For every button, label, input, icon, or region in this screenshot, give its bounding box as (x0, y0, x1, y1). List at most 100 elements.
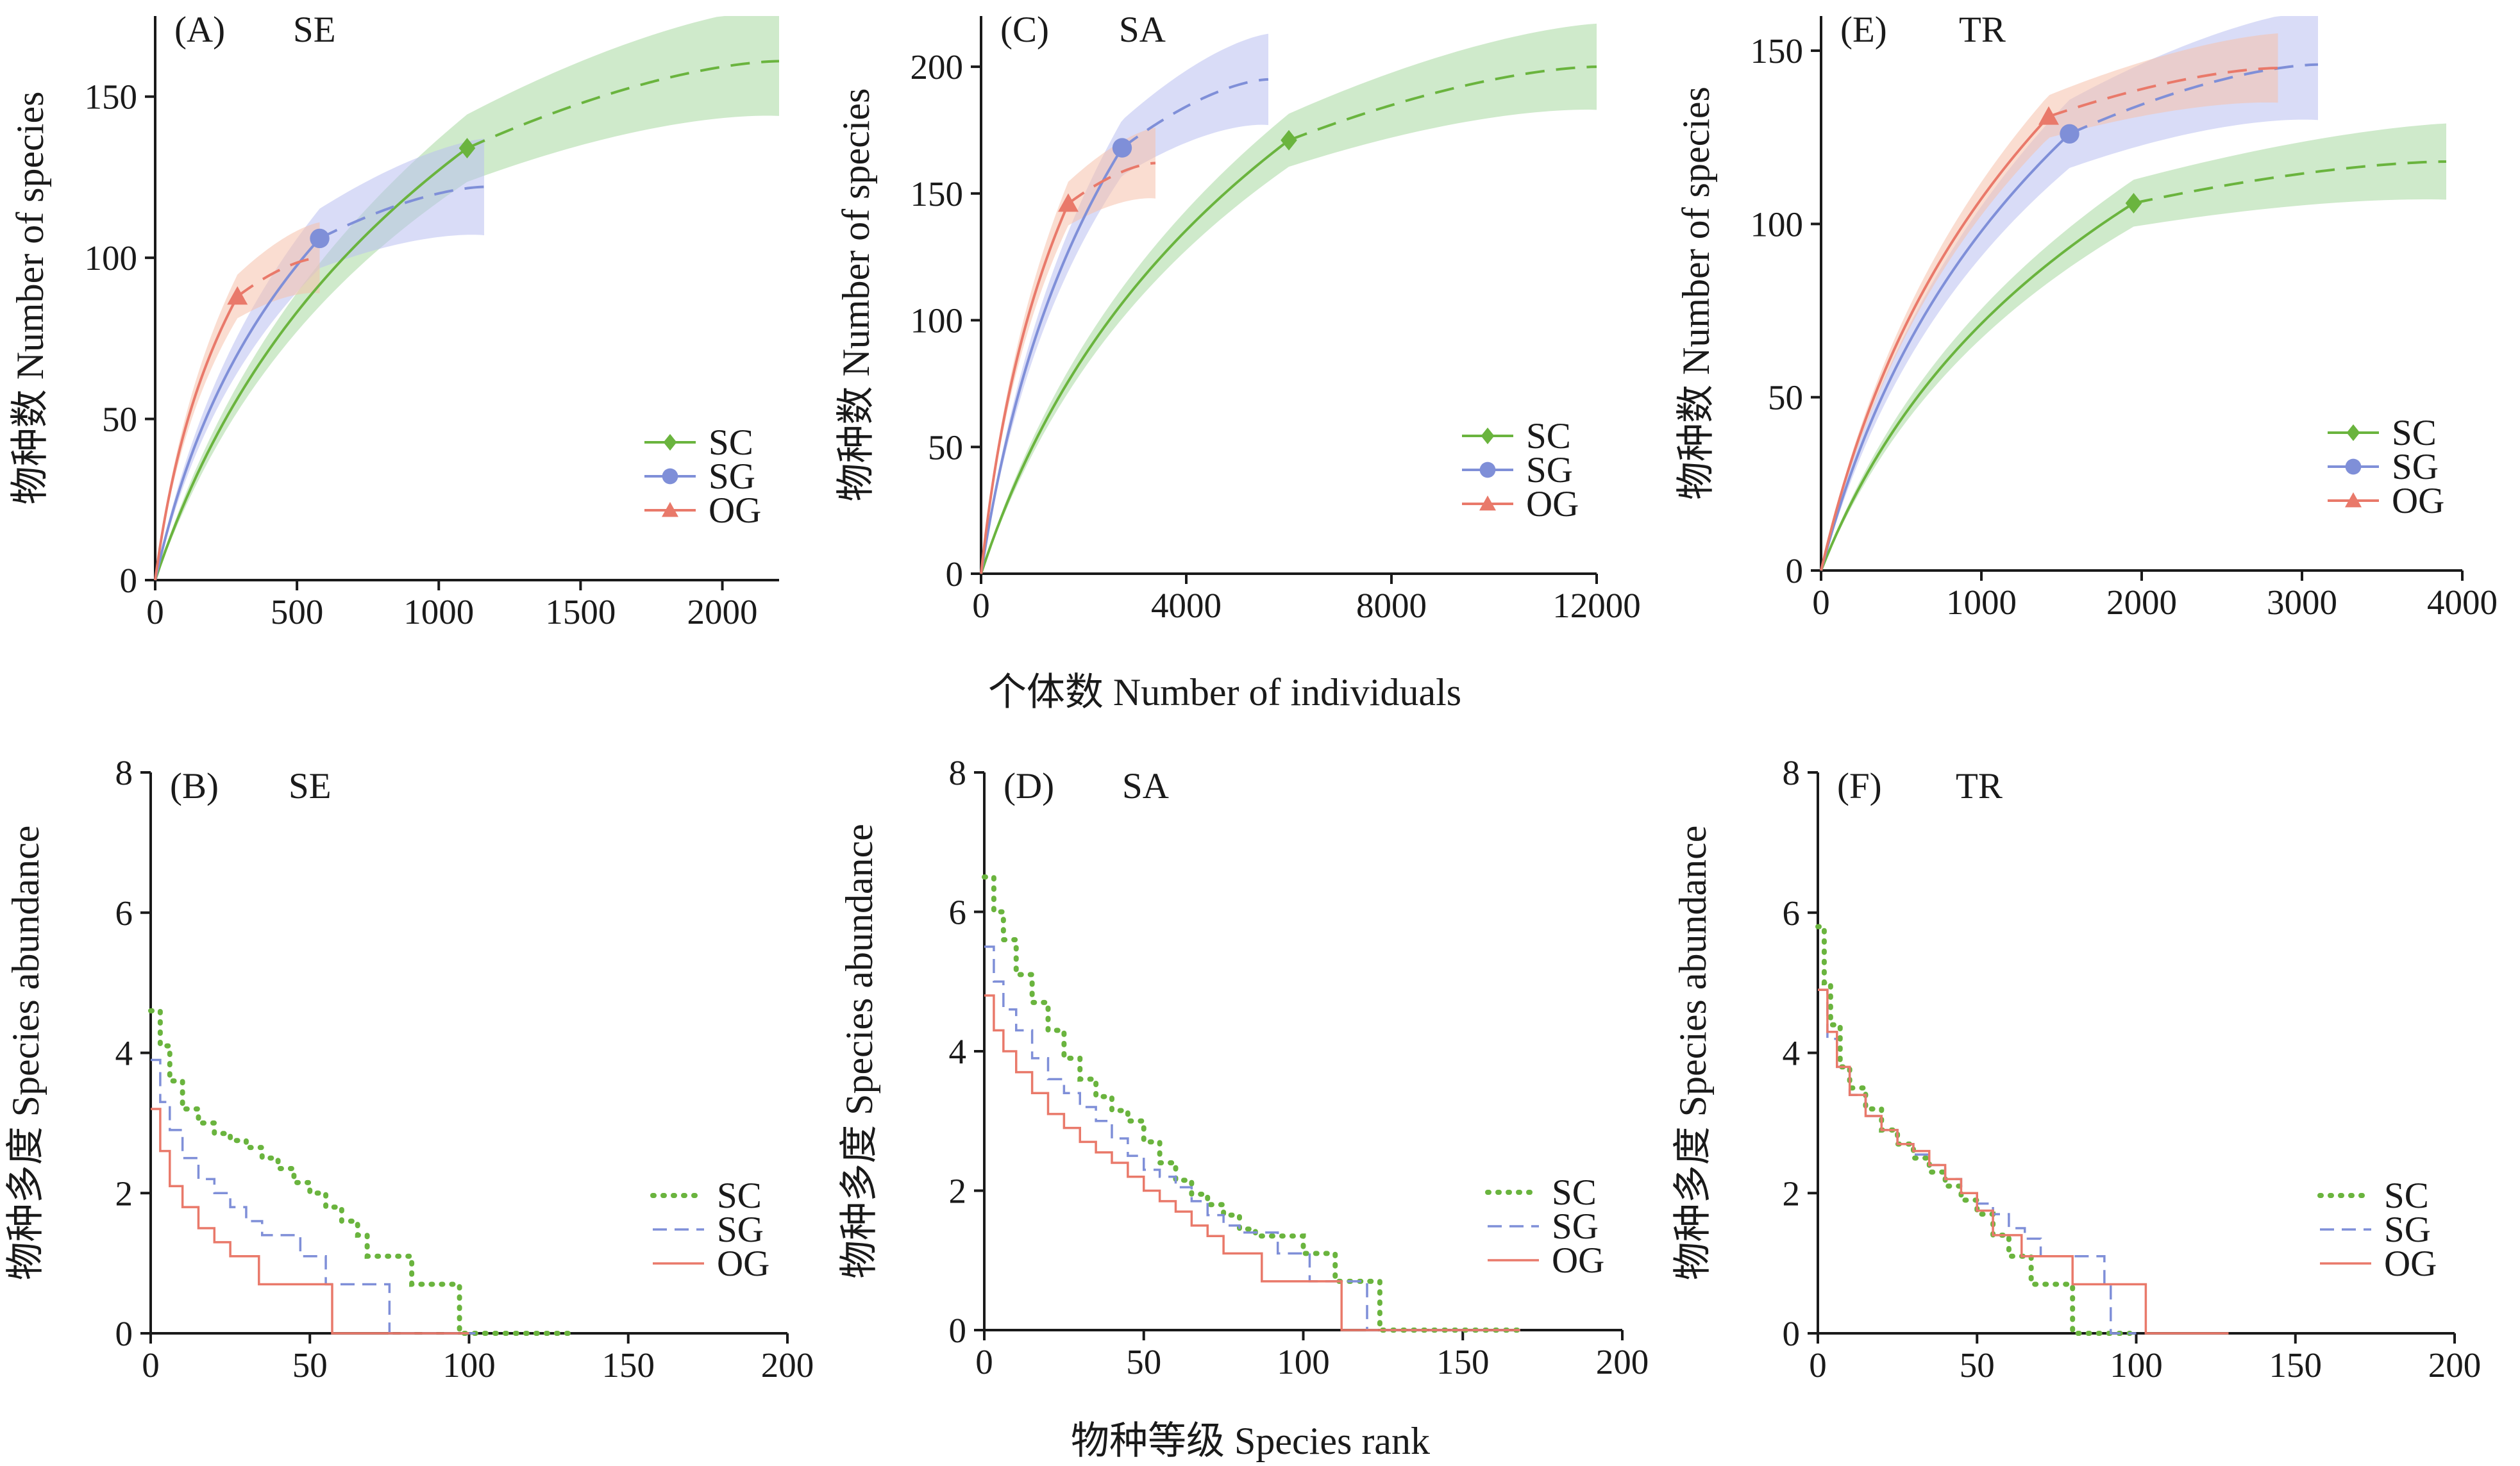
legend-label-sg: SG (1552, 1206, 1599, 1247)
y-tick-label: 0 (115, 1314, 133, 1353)
abundance-curve-sc (982, 874, 1523, 1333)
rarefaction-line-sc (1820, 202, 2135, 571)
abundance-curve-sg (151, 1058, 476, 1335)
extrapolation-line-og (1067, 162, 1156, 205)
panel-label: (F) (1837, 766, 1882, 806)
x-tick-label: 100 (1277, 1342, 1330, 1381)
legend-label-sg: SG (1526, 450, 1573, 490)
site-label: SE (289, 766, 332, 806)
x-tick-label: 150 (2269, 1345, 2323, 1385)
y-tick-label: 2 (1783, 1174, 1801, 1213)
x-tick-label: 200 (1596, 1342, 1649, 1381)
y-tick-label: 8 (1783, 753, 1801, 792)
panel-label: (B) (170, 766, 219, 806)
legend-item-sc: SC (1462, 416, 1571, 456)
legend-label-sc: SC (1526, 416, 1571, 456)
plot-area (1815, 924, 2229, 1336)
abundance-curve-sg (984, 945, 1520, 1331)
rarefaction-line-sc (154, 147, 468, 581)
y-axis-title: 物种多度 Species abundance (1672, 826, 1714, 1281)
x-tick-label: 2000 (687, 592, 758, 631)
panel-f: 0 50 100 150 200 0 2 4 6 8 物种多度 Species abundance (… (1672, 753, 2481, 1385)
y-tick-label: 2 (115, 1174, 133, 1213)
extrapolation-line-sc (1288, 65, 1597, 142)
x-tick-label: 1000 (1946, 583, 2017, 622)
x-tick-label: 12000 (1552, 586, 1641, 625)
y-tick-label: 8 (115, 753, 133, 792)
rarefaction-line-sg (154, 237, 321, 581)
x-tick-label: 8000 (1356, 586, 1427, 625)
legend-item-sg: SG (1462, 450, 1573, 490)
y-tick-label: 100 (911, 301, 964, 340)
confidence-band-og (981, 128, 1155, 574)
y-tick-label: 50 (102, 400, 137, 439)
legend-marker-og (662, 502, 678, 517)
y-tick-label: 4 (949, 1032, 967, 1071)
panel-c: 0 4000 8000 12000 0 50 100 150 200 物种数 Number of … (835, 10, 1641, 625)
abundance-curve-sc (148, 1008, 574, 1336)
x-tick-label: 100 (2110, 1345, 2163, 1385)
legend-label-og: OG (1552, 1240, 1604, 1281)
observed-point-og (1058, 193, 1079, 212)
confidence-band-sc (981, 23, 1597, 574)
legend-label-sc: SC (717, 1176, 762, 1216)
y-axis-title: 物种多度 Species abundance (4, 826, 47, 1281)
legend-item-og: OG (1488, 1240, 1604, 1281)
shared-xaxis-title-top: 个体数 Number of individuals (988, 671, 1461, 713)
legend-item-og: OG (653, 1244, 769, 1284)
legend-item-sc: SC (2317, 1176, 2429, 1216)
panel-e: 0 1000 2000 3000 4000 0 50 100 150 物种数 Number of … (1675, 10, 2498, 622)
x-tick-label: 200 (761, 1345, 814, 1385)
rarefaction-line-og (980, 203, 1070, 574)
legend-label-sg: SG (2384, 1210, 2431, 1250)
legend-item-og: OG (1462, 484, 1579, 524)
abundance-curve-og (984, 994, 1520, 1331)
y-axis-title: 物种多度 Species abundance (838, 824, 880, 1279)
observed-point-og (2038, 106, 2059, 125)
y-tick-label: 50 (1768, 378, 1803, 417)
y-tick-label: 150 (911, 174, 964, 213)
axis-lines (149, 772, 787, 1335)
legend-label-og: OG (709, 490, 761, 531)
x-tick-label: 0 (146, 592, 164, 631)
y-axis-title: 物种数 Number of species (9, 92, 51, 505)
x-tick-label: 1000 (403, 592, 474, 631)
legend-marker-sc (663, 434, 677, 451)
legend-item-sg: SG (644, 456, 755, 497)
y-tick-label: 100 (85, 238, 138, 278)
rarefaction-line-sc (980, 139, 1290, 574)
y-tick-label: 6 (949, 893, 967, 932)
panel-label: (D) (1004, 766, 1054, 806)
panel-d: 0 50 100 150 200 0 2 4 6 8 物种多度 Species abundance (… (838, 753, 1649, 1381)
legend-label-sc: SC (2392, 413, 2437, 453)
legend-marker-sg (1479, 462, 1496, 478)
legend-marker-og (1479, 496, 1496, 511)
x-tick-label: 0 (142, 1345, 160, 1385)
y-tick-label: 8 (949, 753, 967, 792)
y-tick-label: 2 (949, 1172, 967, 1211)
x-tick-label: 100 (442, 1345, 496, 1385)
legend-label-og: OG (1526, 484, 1579, 524)
extrapolation-line-sc (2133, 160, 2447, 204)
y-tick-label: 0 (1786, 551, 1804, 590)
y-tick-label: 6 (1783, 894, 1801, 933)
abundance-curve-og (151, 1108, 469, 1335)
legend-label-sc: SC (709, 422, 753, 463)
extrapolation-line-og (2048, 67, 2278, 118)
y-tick-label: 0 (946, 554, 964, 594)
x-tick-label: 150 (1436, 1342, 1490, 1381)
x-tick-label: 2000 (2106, 583, 2177, 622)
y-tick-label: 6 (115, 894, 133, 933)
x-tick-label: 150 (602, 1345, 655, 1385)
plot-area (982, 874, 1523, 1333)
x-tick-label: 1500 (545, 592, 616, 631)
legend-item-sc: SC (644, 422, 753, 463)
site-label: SE (293, 10, 336, 50)
site-label: TR (1959, 10, 2006, 50)
x-tick-label: 0 (975, 1342, 993, 1381)
legend-label-og: OG (2392, 481, 2444, 521)
